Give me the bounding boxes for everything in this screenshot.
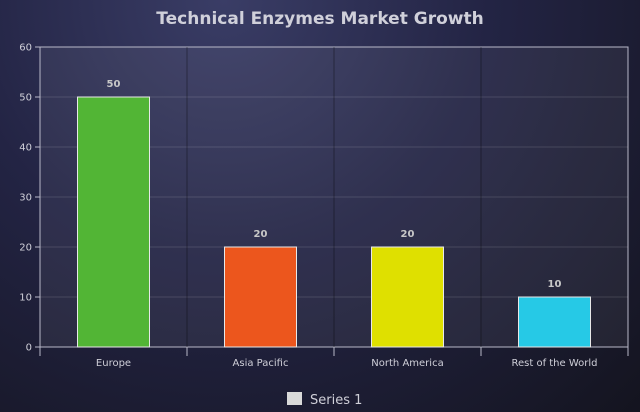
y-tick-label: 0 [26,343,32,354]
x-axis: Europe Asia Pacific North America Rest of t… [39,347,629,369]
x-category-label: North America [371,358,443,369]
data-label: 50 [107,79,121,90]
y-tick-label: 60 [19,43,32,54]
data-label: 20 [254,229,268,240]
bar-asia-pacific[interactable] [224,246,297,348]
legend-label[interactable]: Series 1 [310,393,362,408]
y-tick-label: 20 [19,243,32,254]
bar-europe[interactable] [77,96,150,348]
bars: 50 20 20 10 [77,79,591,348]
bar-north-america[interactable] [371,246,444,348]
y-tick-label: 50 [19,93,32,104]
legend-swatch[interactable] [287,392,302,405]
y-tick-label: 30 [19,193,32,204]
y-tick-label: 10 [19,293,32,304]
bar-rest-of-the-world[interactable] [518,296,591,348]
y-tick-label: 40 [19,143,32,154]
x-category-label: Rest of the World [511,358,597,369]
y-axis: 0 10 20 30 40 50 60 [19,43,40,354]
x-category-label: Asia Pacific [233,358,289,369]
chart-title: Technical Enzymes Market Growth [156,9,483,29]
data-label: 20 [401,229,415,240]
x-category-label: Europe [96,358,131,369]
data-label: 10 [548,279,562,290]
legend[interactable]: Series 1 [287,392,362,408]
